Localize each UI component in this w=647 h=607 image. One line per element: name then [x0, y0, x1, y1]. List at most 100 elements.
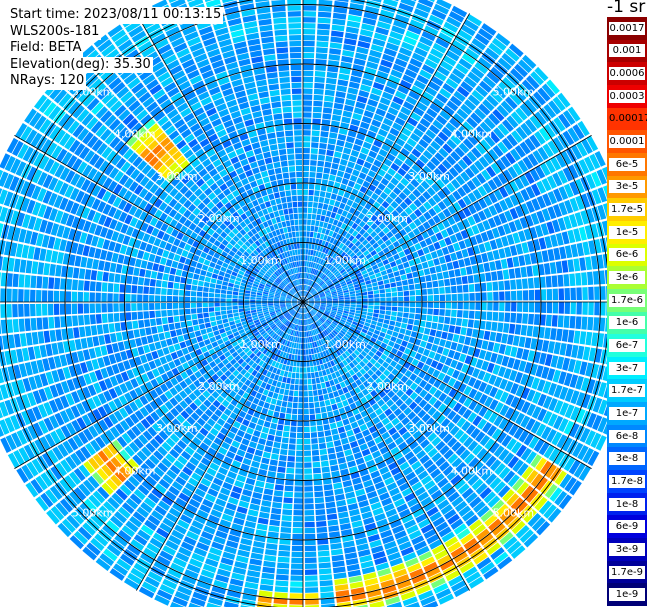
- ray-cell: [544, 327, 551, 340]
- ray-cell: [312, 262, 316, 268]
- ray-cell: [374, 218, 382, 226]
- ray-cell: [515, 412, 526, 426]
- ray-cell: [504, 196, 514, 209]
- ray-cell: [380, 302, 386, 306]
- ray-cell: [461, 53, 476, 65]
- ray-cell: [351, 237, 358, 245]
- ray-cell: [408, 90, 421, 101]
- ray-cell: [561, 437, 573, 452]
- ray-cell: [174, 322, 181, 330]
- ray-cell: [442, 208, 452, 218]
- ray-cell: [356, 346, 363, 353]
- ray-cell: [495, 237, 504, 249]
- ray-cell: [270, 513, 281, 521]
- ray-cell: [314, 299, 321, 301]
- ray-cell: [504, 210, 513, 222]
- ray-cell: [304, 545, 317, 552]
- ray-cell: [318, 239, 323, 246]
- ray-cell: [539, 352, 547, 365]
- ray-cell: [551, 219, 561, 233]
- ray-cell: [303, 148, 310, 154]
- ray-cell: [392, 122, 403, 132]
- ray-cell: [325, 309, 331, 313]
- ray-cell: [472, 368, 481, 378]
- ray-cell: [332, 18, 346, 26]
- ray-cell: [250, 497, 261, 506]
- ray-cell: [416, 2, 432, 13]
- ray-cell: [367, 257, 375, 263]
- ray-cell: [314, 305, 320, 308]
- ray-cell: [440, 263, 448, 272]
- ray-cell: [407, 411, 417, 421]
- ray-cell: [512, 358, 521, 371]
- ray-cell: [393, 0, 399, 2]
- ray-cell: [409, 132, 421, 143]
- ray-cell: [336, 333, 343, 340]
- ray-cell: [303, 432, 311, 439]
- ray-cell: [507, 357, 515, 369]
- ray-cell: [329, 237, 335, 244]
- ray-cell: [375, 26, 390, 36]
- ray-cell: [317, 311, 323, 316]
- ray-cell: [488, 518, 502, 532]
- ray-cell: [415, 295, 422, 302]
- ray-cell: [358, 353, 365, 360]
- ray-cell: [430, 489, 443, 501]
- ray-cell: [401, 446, 411, 456]
- ray-cell: [329, 251, 335, 257]
- ray-cell: [434, 494, 446, 506]
- ray-cell: [490, 90, 503, 103]
- ray-cell: [314, 303, 320, 306]
- ray-cell: [457, 187, 467, 198]
- ray-cell: [304, 569, 318, 575]
- ray-cell: [463, 470, 475, 482]
- ray-cell: [575, 195, 585, 210]
- ray-cell: [460, 171, 471, 182]
- ray-cell: [322, 267, 327, 273]
- ray-cell: [280, 406, 287, 413]
- ray-cell: [375, 407, 384, 416]
- ray-cell: [339, 67, 351, 75]
- ray-cell: [332, 231, 338, 239]
- ray-cell: [330, 276, 336, 281]
- ray-cell: [337, 276, 344, 281]
- ray-cell: [331, 428, 339, 435]
- ray-cell: [375, 108, 387, 117]
- ray-cell: [492, 145, 504, 158]
- ray-cell: [392, 96, 404, 106]
- ray-cell: [528, 289, 535, 301]
- ray-cell: [547, 413, 558, 427]
- ray-cell: [326, 71, 338, 79]
- ray-cell: [213, 330, 220, 336]
- ray-cell: [358, 90, 370, 98]
- ray-cell: [501, 52, 516, 67]
- ray-cell: [332, 157, 341, 164]
- ray-cell: [457, 293, 463, 301]
- ray-cell: [274, 436, 282, 443]
- ray-cell: [306, 267, 309, 273]
- ray-cell: [562, 357, 571, 371]
- ray-cell: [450, 359, 458, 369]
- ray-cell: [323, 261, 329, 267]
- ray-cell: [485, 166, 497, 178]
- ray-cell: [307, 305, 313, 309]
- ray-cell: [377, 168, 386, 177]
- ray-cell: [552, 137, 565, 152]
- ray-cell: [326, 77, 337, 85]
- ray-cell: [365, 318, 372, 324]
- ray-cell: [385, 310, 392, 316]
- ray-cell: [304, 279, 307, 285]
- ray-cell: [321, 324, 327, 330]
- ray-cell: [428, 244, 436, 253]
- ray-cell: [308, 261, 312, 268]
- ray-cell: [303, 261, 305, 267]
- ray-cell: [520, 447, 532, 461]
- ray-cell: [283, 497, 293, 504]
- ray-cell: [512, 232, 521, 244]
- ray-cell: [304, 539, 316, 546]
- ray-cell: [298, 403, 303, 409]
- ray-cell: [344, 247, 350, 254]
- ray-cell: [337, 341, 343, 348]
- ray-cell: [547, 341, 555, 354]
- ray-cell: [324, 310, 331, 314]
